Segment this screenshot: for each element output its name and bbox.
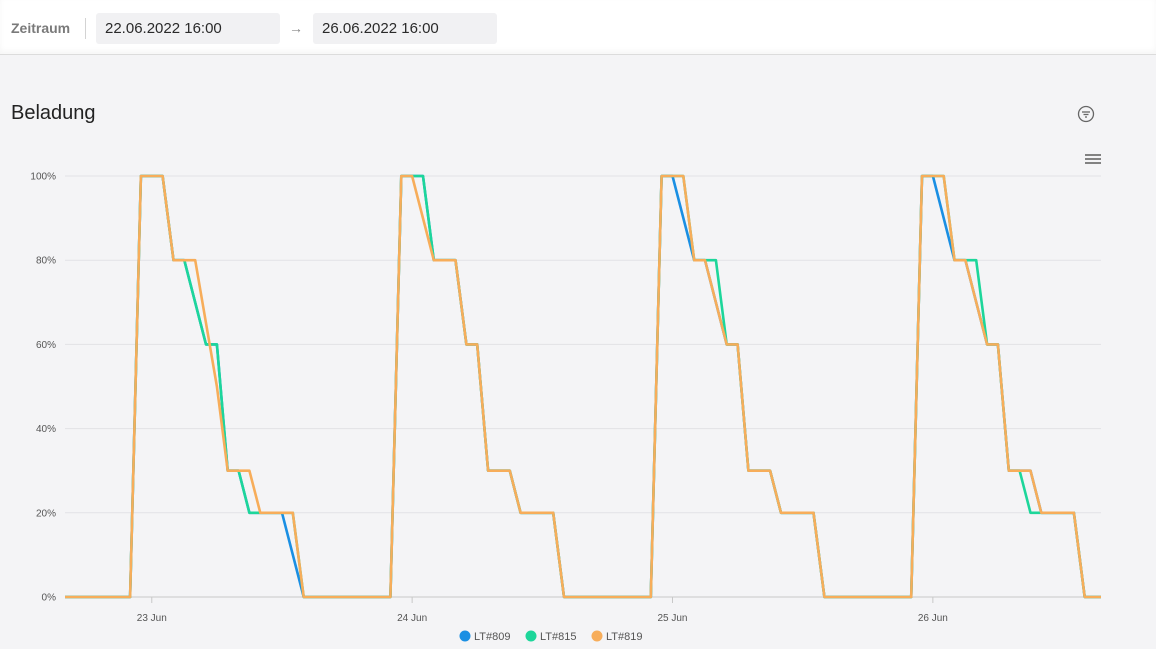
- x-tick-label: 24 Jun: [397, 613, 427, 624]
- period-label: Zeitraum: [11, 20, 71, 36]
- y-tick-label: 100%: [30, 172, 56, 183]
- y-tick-label: 0%: [42, 593, 57, 604]
- divider: [85, 18, 86, 39]
- legend-item[interactable]: LT#819: [591, 630, 643, 644]
- x-tick-label: 25 Jun: [657, 613, 687, 624]
- x-axis: 23 Jun 24 Jun 25 Jun 26 Jun: [137, 597, 948, 624]
- legend: LT#809 LT#815 LT#819: [459, 630, 643, 644]
- x-tick-label: 26 Jun: [918, 613, 948, 624]
- legend-marker: [591, 630, 603, 642]
- series-layer: [65, 174, 1101, 599]
- hamburger-menu-icon[interactable]: [1085, 152, 1101, 166]
- start-date-input[interactable]: 22.06.2022 16:00: [96, 13, 280, 44]
- legend-item[interactable]: LT#809: [459, 630, 511, 644]
- legend-item[interactable]: LT#815: [525, 630, 577, 644]
- y-tick-label: 20%: [36, 508, 56, 519]
- legend-label: LT#809: [474, 631, 511, 643]
- x-tick-label: 23 Jun: [137, 613, 167, 624]
- y-tick-label: 40%: [36, 424, 56, 435]
- beladung-line-chart: 0% 20% 40% 60% 80% 100% 23 Jun 24 Jun 25 Jun 26 …: [30, 172, 1101, 644]
- chart-section-title: Beladung: [11, 102, 96, 124]
- legend-marker: [525, 630, 537, 642]
- y-tick-label: 80%: [36, 256, 56, 267]
- legend-label: LT#819: [606, 631, 643, 643]
- legend-marker: [459, 630, 471, 642]
- filter-icon[interactable]: [1077, 105, 1095, 123]
- range-arrow: →: [289, 20, 303, 36]
- end-date-input[interactable]: 26.06.2022 16:00: [313, 13, 497, 44]
- legend-label: LT#815: [540, 631, 577, 643]
- y-tick-label: 60%: [36, 340, 56, 351]
- y-axis: 0% 20% 40% 60% 80% 100%: [30, 172, 56, 604]
- series-line-LT#815: [65, 174, 1101, 599]
- series-line-LT#819: [65, 174, 1101, 599]
- period-filter-bar: Zeitraum 22.06.2022 16:00 → 26.06.2022 1…: [0, 0, 1156, 55]
